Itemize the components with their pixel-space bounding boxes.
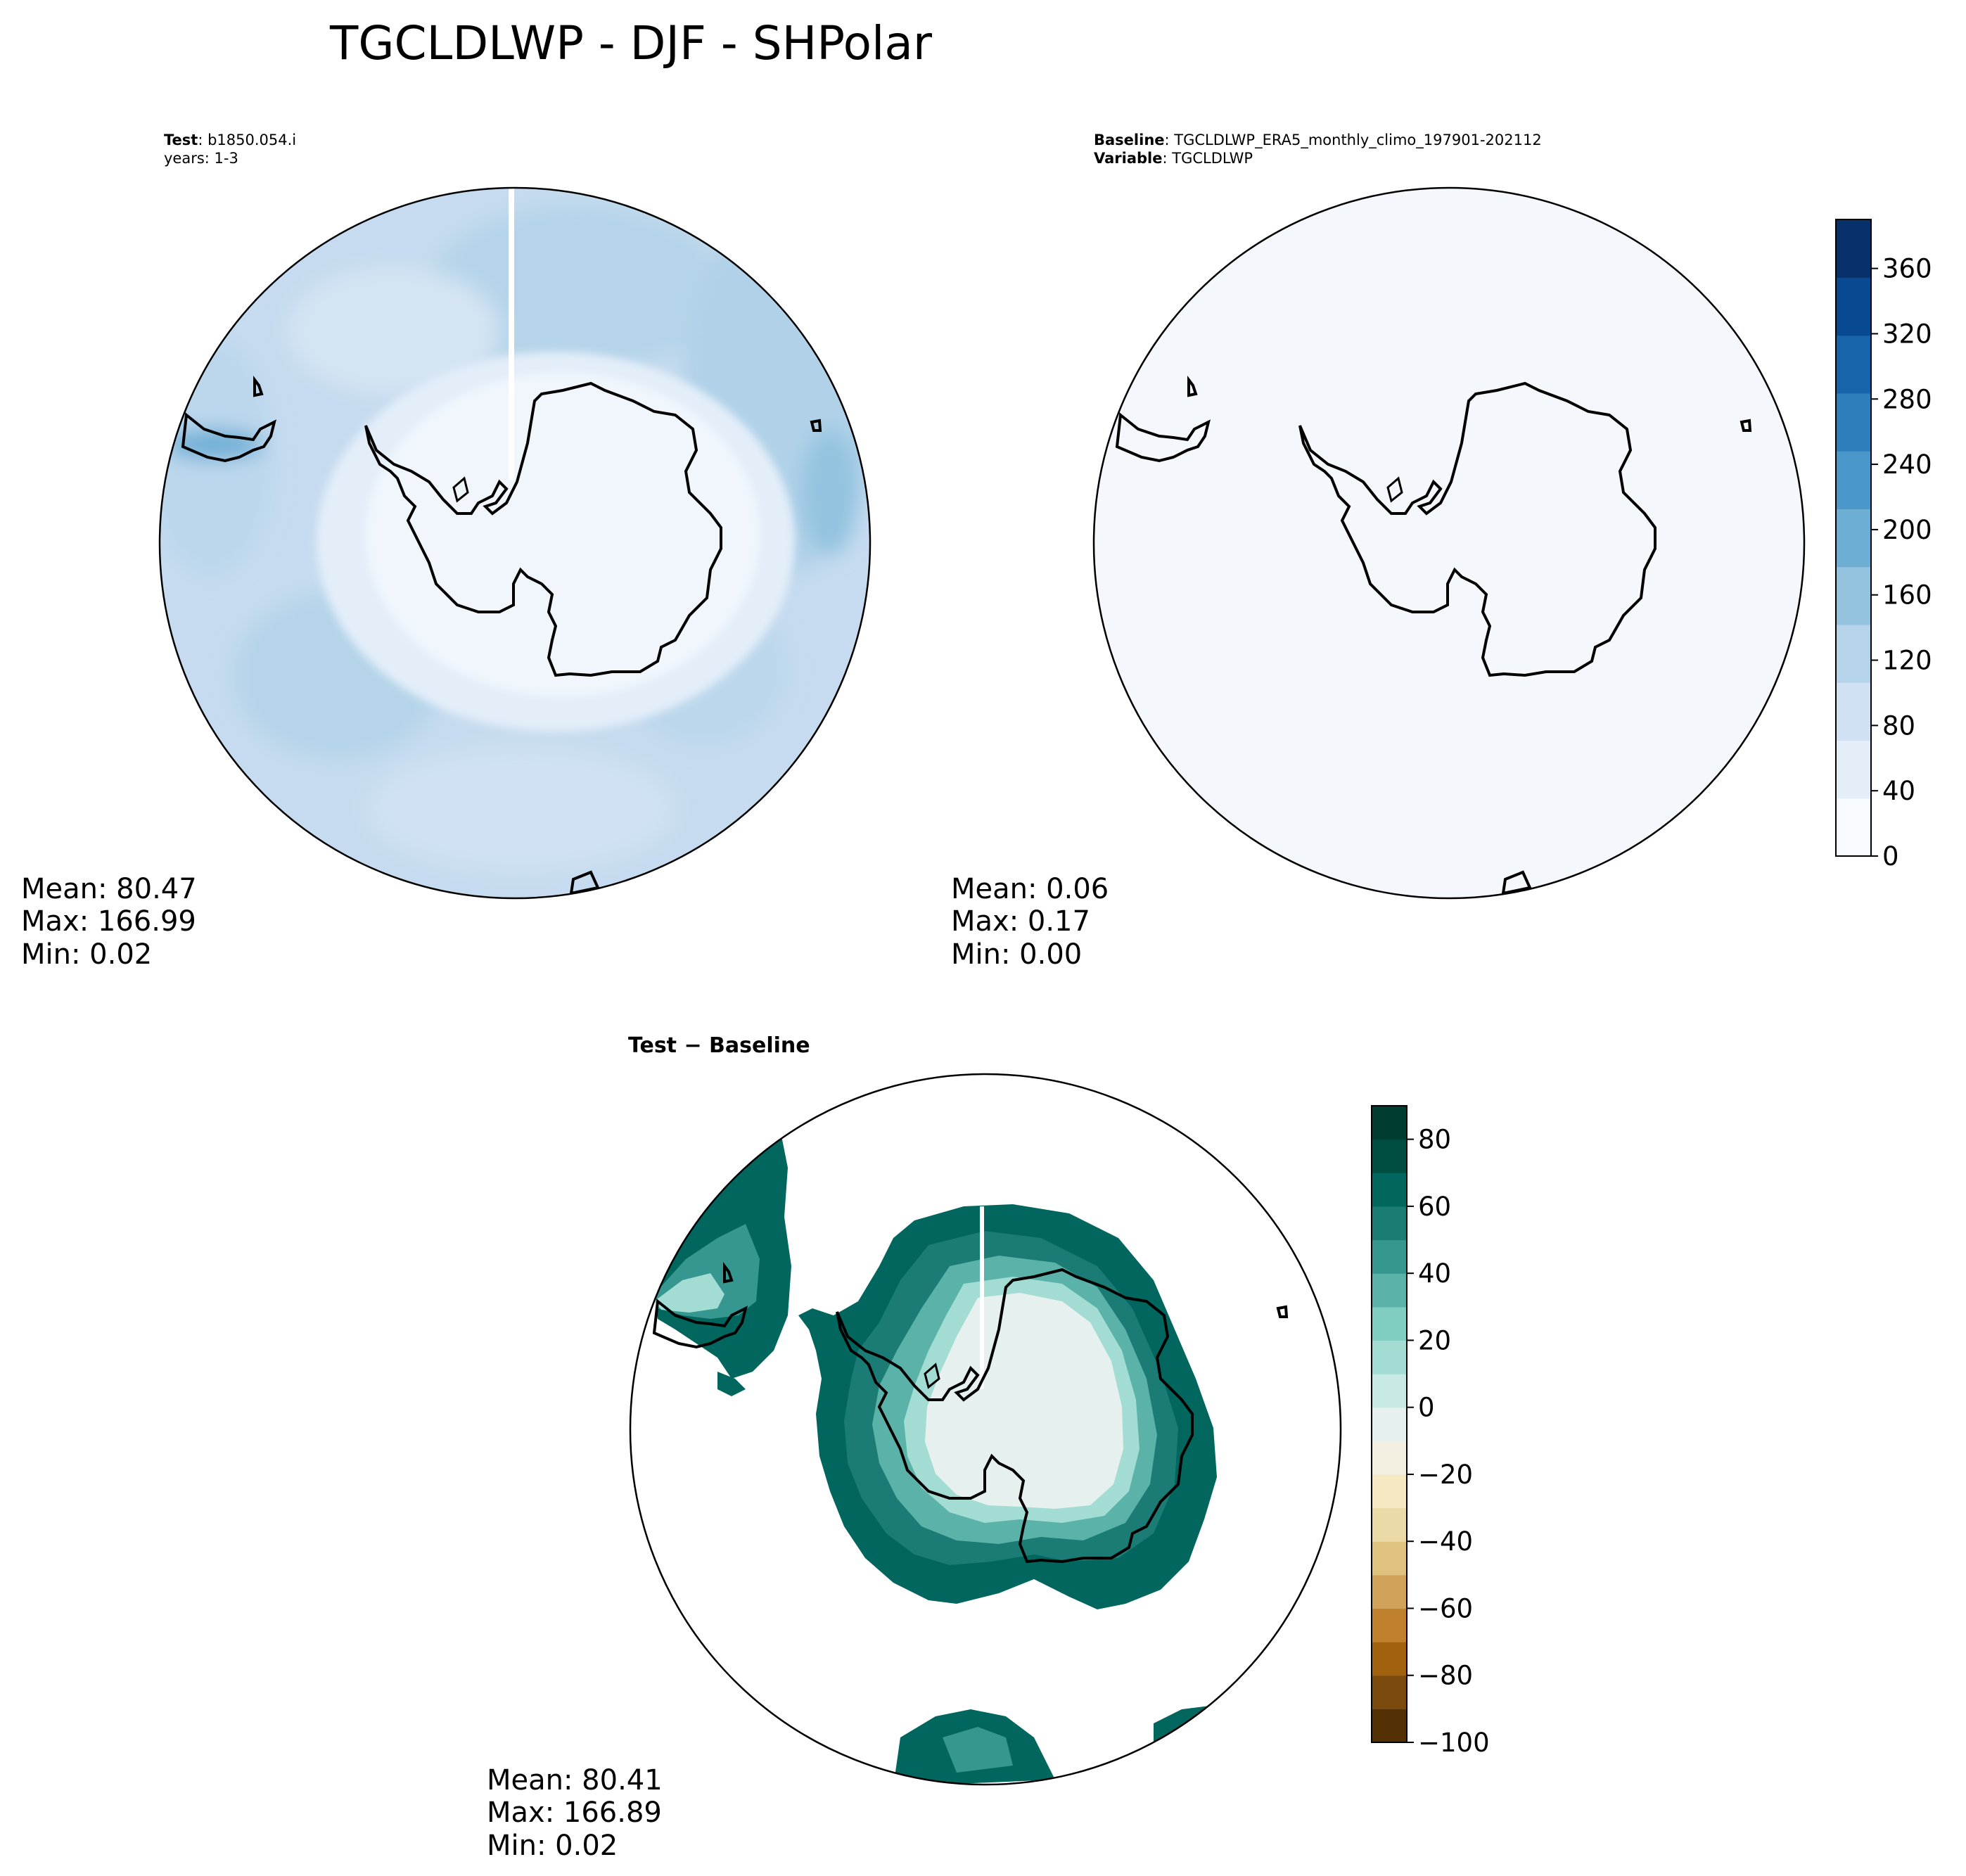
test-label-value: : b1850.054.i (198, 132, 296, 148)
blues-colorbar-segment (1836, 277, 1871, 336)
test-stat-mean: Mean: 80.47 (21, 873, 197, 905)
brbg-colorbar-tick-label: −80 (1418, 1661, 1473, 1691)
brbg-colorbar-segment (1372, 1407, 1407, 1441)
brbg-colorbar-segment (1372, 1139, 1407, 1173)
test-label-line1: Test: b1850.054.i (164, 132, 296, 148)
baseline-stat-min: Min: 0.00 (951, 938, 1082, 971)
test-missing-data-strip (509, 188, 514, 480)
brbg-colorbar-tick-label: −100 (1418, 1728, 1490, 1758)
brbg-colorbar-tick-label: 0 (1418, 1393, 1435, 1423)
brbg-colorbar-tick-label: −20 (1418, 1460, 1473, 1490)
diff-panel: Test − Baseline Mean: 80. (487, 1033, 1342, 1862)
blues-colorbar-segment (1836, 393, 1871, 452)
brbg-colorbar-tick-label: −40 (1418, 1526, 1473, 1557)
brbg-colorbar-segment (1372, 1675, 1407, 1709)
blues-colorbar-segment (1836, 624, 1871, 683)
brbg-colorbar-tick-label: 40 (1418, 1258, 1451, 1289)
baseline-variable-key: Variable (1094, 150, 1162, 167)
blues-colorbar-tick-label: 240 (1882, 449, 1932, 480)
diff-map (630, 1074, 1341, 1785)
blues-colorbar-segment (1836, 219, 1871, 278)
blues-colorbar-segment (1836, 451, 1871, 509)
diff-title: Test − Baseline (628, 1033, 810, 1058)
blues-colorbar-tick-label: 0 (1882, 841, 1899, 872)
brbg-colorbar-segment (1372, 1474, 1407, 1509)
brbg-colorbar-segment (1372, 1206, 1407, 1241)
baseline-map (1094, 188, 1804, 898)
brbg-colorbar-segment (1372, 1541, 1407, 1576)
test-stat-max: Max: 166.99 (21, 905, 196, 938)
baseline-label-key: Baseline (1094, 132, 1165, 148)
blues-colorbar-tick-label: 120 (1882, 646, 1932, 676)
brbg-colorbar-tick-label: 80 (1418, 1125, 1451, 1155)
brbg-colorbar-tick-label: 20 (1418, 1325, 1451, 1355)
baseline-panel: Baseline: TGCLDLWP_ERA5_monthly_climo_19… (951, 132, 1806, 971)
brbg-colorbar: 80 60 40 20 0 −20 −40 −60 −80 −100 (1371, 1105, 1490, 1758)
brbg-colorbar-segment (1372, 1507, 1407, 1542)
brbg-colorbar-segment (1372, 1239, 1407, 1274)
brbg-colorbar-tick-label: 60 (1418, 1192, 1451, 1222)
brbg-colorbar-segment (1372, 1574, 1407, 1609)
brbg-colorbar-segment (1372, 1106, 1407, 1140)
blues-colorbar-tick-label: 360 (1882, 254, 1932, 284)
brbg-colorbar-segment (1372, 1340, 1407, 1374)
blues-colorbar-tick-label: 320 (1882, 319, 1932, 349)
test-map-border (158, 186, 872, 900)
test-map (160, 188, 870, 898)
diff-stat-mean: Mean: 80.41 (487, 1764, 663, 1797)
baseline-stat-max: Max: 0.17 (951, 905, 1090, 938)
diff-stat-min: Min: 0.02 (487, 1830, 618, 1862)
figure-title: TGCLDLWP - DJF - SHPolar (329, 16, 933, 70)
blues-colorbar-segment (1836, 566, 1871, 625)
blues-colorbar-tick-label: 80 (1882, 710, 1915, 741)
blues-colorbar-segment (1836, 740, 1871, 799)
brbg-colorbar-segment (1372, 1273, 1407, 1308)
brbg-colorbar-frame (1371, 1105, 1408, 1743)
diff-stat-max: Max: 166.89 (487, 1797, 662, 1829)
blues-colorbar-tick-label: 40 (1882, 776, 1915, 806)
blues-colorbar-segment (1836, 798, 1871, 857)
diff-missing-data-strip (980, 1206, 984, 1389)
baseline-variable-value: : TGCLDLWP (1162, 150, 1253, 167)
blues-colorbar-segment (1836, 509, 1871, 568)
brbg-colorbar-segment (1372, 1441, 1407, 1475)
blues-colorbar-tick-label: 280 (1882, 384, 1932, 414)
baseline-label-line1: Baseline: TGCLDLWP_ERA5_monthly_climo_19… (1094, 132, 1542, 149)
blues-colorbar-tick-label: 200 (1882, 515, 1932, 545)
baseline-map-border (1092, 186, 1806, 900)
brbg-colorbar-segment (1372, 1374, 1407, 1408)
brbg-colorbar-segment (1372, 1642, 1407, 1676)
test-panel: Test: b1850.054.i years: 1-3 (21, 132, 872, 971)
test-label-key: Test (164, 132, 198, 148)
brbg-colorbar-segment (1372, 1709, 1407, 1743)
baseline-label-value: : TGCLDLWP_ERA5_monthly_climo_197901-202… (1165, 132, 1542, 149)
brbg-colorbar-segment (1372, 1173, 1407, 1207)
test-stat-min: Min: 0.02 (21, 938, 152, 971)
baseline-map-background (1094, 188, 1804, 898)
brbg-colorbar-segment (1372, 1608, 1407, 1642)
diff-map-border (629, 1073, 1342, 1786)
brbg-colorbar-tick-label: −60 (1418, 1593, 1473, 1623)
blues-colorbar-frame (1835, 219, 1872, 857)
blues-colorbar-segment (1836, 335, 1871, 394)
brbg-colorbar-segment (1372, 1306, 1407, 1341)
test-label-years: years: 1-3 (164, 150, 238, 167)
blues-colorbar-segment (1836, 682, 1871, 741)
baseline-label-line2: Variable: TGCLDLWP (1094, 150, 1253, 167)
baseline-stat-mean: Mean: 0.06 (951, 873, 1109, 905)
blues-colorbar: 0 40 80 120 160 200 240 280 320 360 (1835, 219, 1932, 872)
blues-colorbar-tick-label: 160 (1882, 580, 1932, 611)
